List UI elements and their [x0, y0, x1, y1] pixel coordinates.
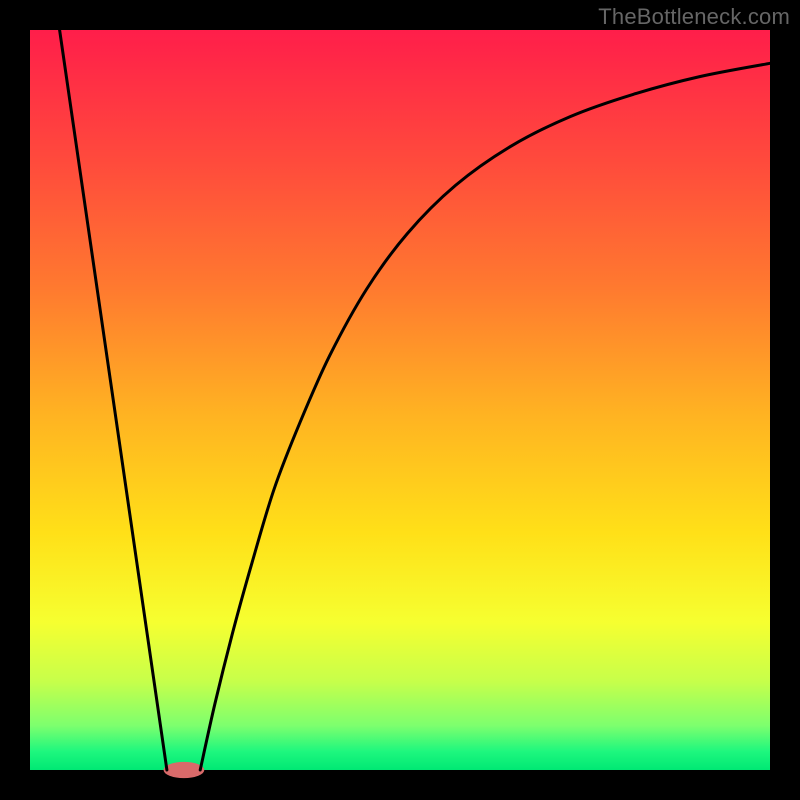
chart-gradient-background: [30, 30, 770, 770]
watermark-text: TheBottleneck.com: [598, 4, 790, 30]
bottleneck-chart: [0, 0, 800, 800]
optimum-marker: [164, 762, 205, 778]
